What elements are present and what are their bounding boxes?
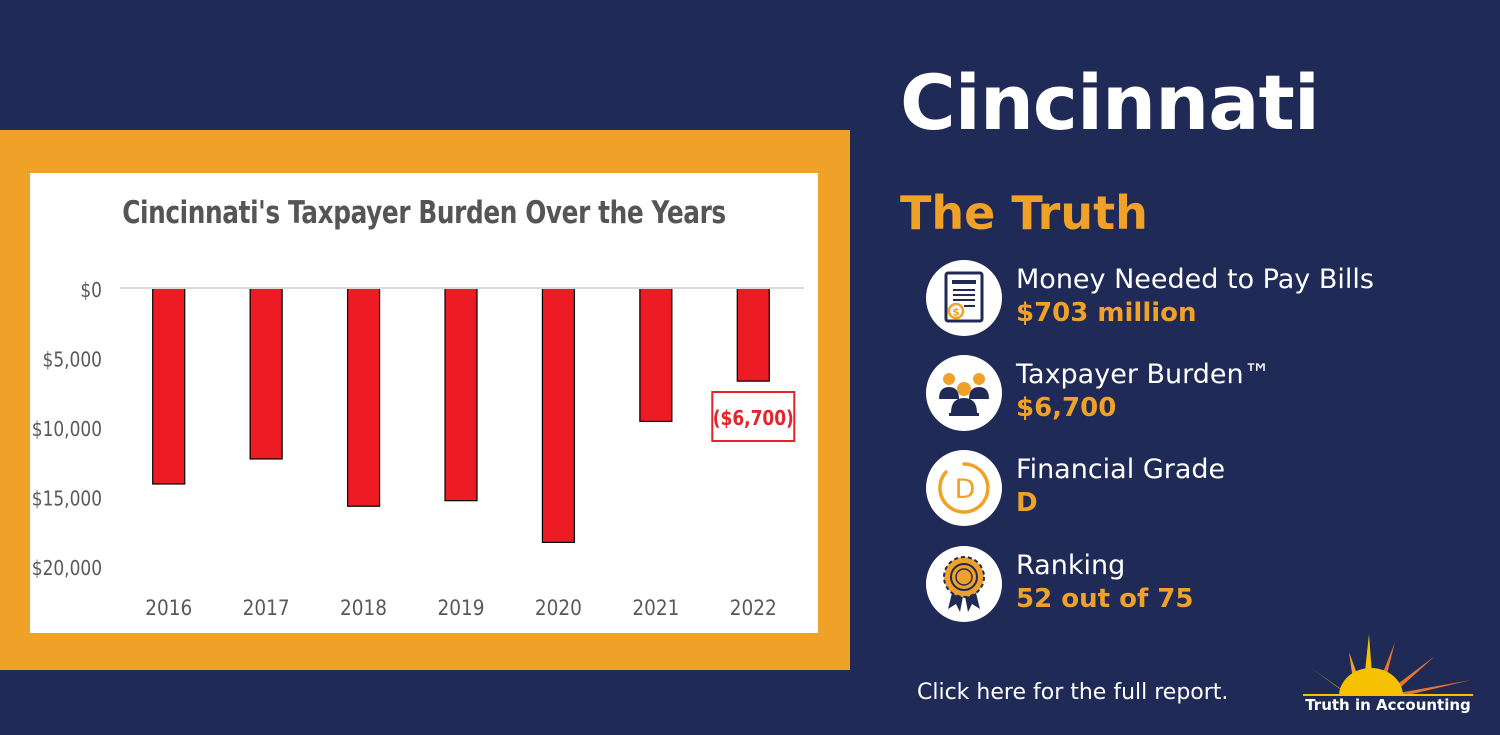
metric-label: Financial Grade — [1016, 454, 1226, 485]
x-tick-label: 2019 — [437, 596, 484, 620]
metric-financial-grade: D Financial Grade D — [926, 450, 1446, 528]
x-tick-label: 2021 — [632, 596, 679, 620]
bill-document-icon: $ — [926, 260, 1002, 336]
svg-text:D: D — [955, 474, 976, 505]
bar-2021 — [639, 287, 673, 423]
metric-label: Taxpayer Burden™ — [1016, 359, 1271, 390]
x-tick-label: 2020 — [535, 596, 582, 620]
callout-label: ($6,700) — [713, 408, 794, 431]
x-tick-label: 2016 — [145, 596, 192, 620]
metric-money-needed: $ Money Needed to Pay Bills $703 million — [926, 260, 1446, 338]
city-name: Cincinnati — [900, 58, 1320, 147]
metric-taxpayer-burden: Taxpayer Burden™ $6,700 — [926, 355, 1446, 433]
summary-panel: Cincinnati The Truth $ Money Needed to P… — [900, 0, 1460, 735]
chart-title: Cincinnati's Taxpayer Burden Over the Ye… — [122, 195, 726, 231]
y-tick-label: $15,000 — [32, 488, 102, 511]
x-tick-label: 2018 — [340, 596, 387, 620]
metric-value: D — [1016, 488, 1038, 518]
full-report-link[interactable]: Click here for the full report. — [917, 680, 1229, 705]
bar-2018 — [346, 287, 381, 507]
y-tick-label: $5,000 — [43, 349, 102, 372]
metric-label: Ranking — [1016, 550, 1126, 581]
bar-2019 — [444, 287, 478, 502]
svg-text:$: $ — [952, 306, 960, 319]
bar-2022 — [736, 287, 770, 382]
sunrise-logo-icon — [1303, 634, 1473, 698]
y-tick-label: $0 — [80, 280, 102, 303]
metric-value: $6,700 — [1016, 393, 1117, 423]
x-tick-label: 2022 — [730, 596, 777, 620]
award-ribbon-icon — [926, 546, 1002, 622]
truth-in-accounting-logo: Truth in Accounting — [1303, 634, 1473, 724]
bar-2017 — [249, 287, 283, 460]
metric-label: Money Needed to Pay Bills — [1016, 264, 1374, 295]
grade-letter-icon: D — [926, 450, 1002, 526]
bar-2016 — [152, 287, 186, 485]
y-tick-label: $20,000 — [32, 558, 102, 581]
metric-ranking: Ranking 52 out of 75 — [926, 546, 1446, 624]
taxpayers-icon — [926, 355, 1002, 431]
metric-value: $703 million — [1016, 298, 1197, 328]
chart-card: Cincinnati's Taxpayer Burden Over the Ye… — [30, 173, 818, 633]
truth-heading: The Truth — [900, 186, 1148, 240]
metric-value: 52 out of 75 — [1016, 584, 1194, 614]
bar-2020 — [541, 287, 576, 543]
callout-box — [711, 391, 796, 442]
logo-text: Truth in Accounting — [1305, 696, 1471, 714]
y-tick-label: $10,000 — [32, 419, 102, 442]
taxpayer-burden-chart: $0 $5,000 $10,000 $15,000 $20,000 2016 2017 201… — [32, 280, 804, 620]
x-tick-label: 2017 — [243, 596, 290, 620]
